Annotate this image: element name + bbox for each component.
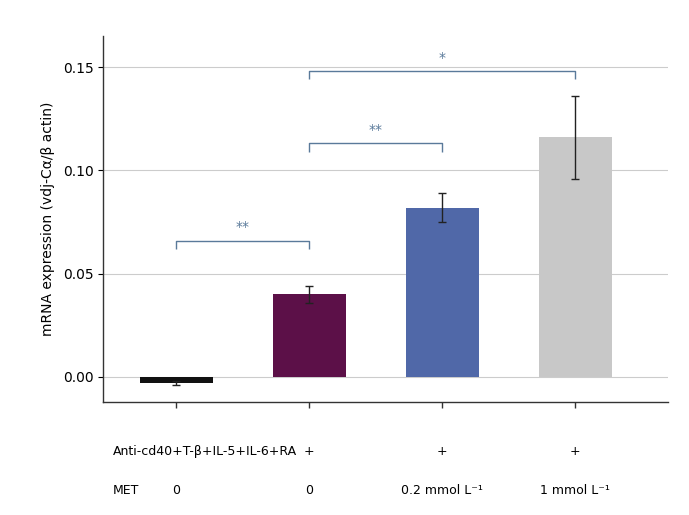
Text: *: * xyxy=(439,51,446,65)
Text: +: + xyxy=(304,445,315,458)
Text: 1 mmol L⁻¹: 1 mmol L⁻¹ xyxy=(540,484,610,497)
Text: 0: 0 xyxy=(172,484,181,497)
Text: +: + xyxy=(437,445,448,458)
Text: -: - xyxy=(174,445,178,458)
Bar xyxy=(140,377,213,383)
Text: 0.2 mmol L⁻¹: 0.2 mmol L⁻¹ xyxy=(402,484,483,497)
Text: MET: MET xyxy=(113,484,139,497)
Y-axis label: mRNA expression (vdj-Cα/β actin): mRNA expression (vdj-Cα/β actin) xyxy=(41,101,54,336)
Bar xyxy=(406,208,479,377)
Text: **: ** xyxy=(369,123,383,138)
Text: Anti-cd40+T-β+IL-5+IL-6+RA: Anti-cd40+T-β+IL-5+IL-6+RA xyxy=(113,445,297,458)
Bar xyxy=(539,138,612,377)
Text: +: + xyxy=(570,445,581,458)
Bar xyxy=(273,294,346,377)
Text: **: ** xyxy=(236,220,250,234)
Text: 0: 0 xyxy=(305,484,313,497)
